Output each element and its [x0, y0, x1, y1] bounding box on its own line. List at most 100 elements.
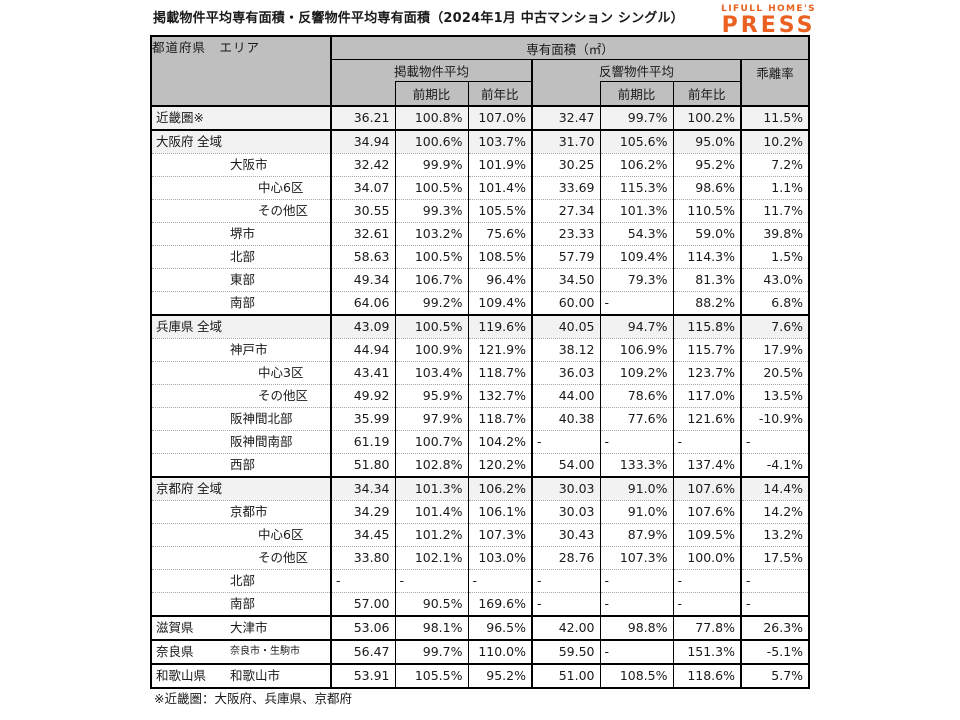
value-cell: 121.6% [673, 407, 742, 431]
value-cell: 101.3% [395, 476, 469, 501]
area-label: 北部 [230, 249, 256, 264]
table-row: 滋賀県 大津市 53.06 98.1% 96.5% 42.00 98.8% 77.8% 26.3… [150, 615, 811, 640]
table-row: 神戸市 44.94 100.9% 121.9% 38.12 106.9% 115.7% 17.… [150, 338, 811, 362]
area-label: 大阪市 [230, 157, 268, 172]
value-cell: 17.9% [741, 338, 811, 362]
table-row: その他区 30.55 99.3% 105.5% 27.34 101.3% 110.5% 11.… [150, 199, 811, 223]
row-label-cell: その他区 [150, 199, 332, 223]
page-title: 掲載物件平均専有面積・反響物件平均専有面積（2024年1月 中古マンション シン… [153, 11, 684, 26]
area-label: 阪神間北部 [230, 411, 293, 426]
area-label: 和歌山市 [230, 668, 281, 683]
value-cell: 100.5% [395, 176, 469, 200]
row-label-cell: 和歌山県 和歌山市 [150, 663, 332, 689]
table-row: その他区 33.80 102.1% 103.0% 28.76 107.3% 100.0% 17… [150, 546, 811, 570]
group-header-response-average: 反響物件平均 [532, 59, 742, 82]
row-label-cell: 滋賀県 大津市 [150, 615, 332, 640]
prefecture-label: 滋賀県 [156, 620, 194, 635]
value-cell: - [741, 569, 811, 593]
value-cell: 31.70 [532, 129, 601, 154]
value-cell: - [600, 639, 674, 664]
value-cell: 27.34 [532, 199, 601, 223]
sub-header-blank [331, 81, 396, 107]
logo-brand-text: LIFULL HOME'S [721, 4, 816, 14]
value-cell: 51.80 [331, 453, 396, 477]
row-label-cell: その他区 [150, 384, 332, 408]
value-cell: 14.4% [741, 476, 811, 501]
value-cell: - [741, 430, 811, 454]
value-cell: 42.00 [532, 615, 601, 640]
value-cell: 87.9% [600, 523, 674, 547]
row-label-cell: 阪神間北部 [150, 407, 332, 431]
value-cell: 90.5% [395, 592, 469, 616]
value-cell: 97.9% [395, 407, 469, 431]
row-label-cell: その他区 [150, 546, 332, 570]
prefecture-label: 兵庫県 [156, 319, 194, 334]
row-label-cell: 神戸市 [150, 338, 332, 362]
value-cell: 95.2% [673, 153, 742, 177]
value-cell: 77.8% [673, 615, 742, 640]
table-row: 和歌山県 和歌山市 53.91 105.5% 95.2% 51.00 108.5% 118.6… [150, 663, 811, 689]
area-label: 北部 [230, 573, 256, 588]
value-cell: 133.3% [600, 453, 674, 477]
value-cell: 108.5% [468, 245, 533, 269]
lifull-homes-press-logo: LIFULL HOME'S PRESS [721, 4, 816, 37]
value-cell: 107.3% [468, 523, 533, 547]
value-cell: 106.2% [468, 476, 533, 501]
value-cell: 96.4% [468, 268, 533, 292]
value-cell: 91.0% [600, 476, 674, 501]
value-cell: 43.0% [741, 268, 811, 292]
value-cell: 13.2% [741, 523, 811, 547]
value-cell: 13.5% [741, 384, 811, 408]
value-cell: 117.0% [673, 384, 742, 408]
value-cell: 38.12 [532, 338, 601, 362]
value-cell: 30.03 [532, 500, 601, 524]
value-cell: 115.3% [600, 176, 674, 200]
value-cell: 109.5% [673, 523, 742, 547]
value-cell: 109.4% [468, 291, 533, 315]
area-label: 東部 [230, 272, 256, 287]
value-cell: 23.33 [532, 222, 601, 246]
value-cell: 30.55 [331, 199, 396, 223]
table-row: 北部 - - - - - - - [150, 569, 811, 593]
value-cell: 75.6% [468, 222, 533, 246]
value-cell: 28.76 [532, 546, 601, 570]
table-row: 中心6区 34.45 101.2% 107.3% 30.43 87.9% 109.5% 13.… [150, 523, 811, 547]
value-cell: 107.0% [468, 105, 533, 130]
group-header-deviation-rate: 乖離率 [741, 59, 811, 107]
row-label-cell: 阪神間南部 [150, 430, 332, 454]
value-cell: 34.07 [331, 176, 396, 200]
value-cell: 40.38 [532, 407, 601, 431]
value-cell: 103.0% [468, 546, 533, 570]
value-cell: 95.9% [395, 384, 469, 408]
value-cell: 115.7% [673, 338, 742, 362]
area-label: 阪神間南部 [230, 434, 293, 449]
area-label: 西部 [230, 457, 256, 472]
row-label-cell: 東部 [150, 268, 332, 292]
value-cell: 118.7% [468, 407, 533, 431]
value-cell: 99.9% [395, 153, 469, 177]
value-cell: - [741, 592, 811, 616]
value-cell: 103.7% [468, 129, 533, 154]
value-cell: 101.9% [468, 153, 533, 177]
value-cell: 169.6% [468, 592, 533, 616]
value-cell: 106.1% [468, 500, 533, 524]
value-cell: -10.9% [741, 407, 811, 431]
area-label: 京都市 [230, 504, 268, 519]
table-row: 大阪府 全域 34.94 100.6% 103.7% 31.70 105.6% 95.0% 10… [150, 129, 811, 154]
value-cell: 121.9% [468, 338, 533, 362]
value-cell: 107.6% [673, 500, 742, 524]
value-cell: 98.1% [395, 615, 469, 640]
table-row: その他区 49.92 95.9% 132.7% 44.00 78.6% 117.0% 13.5… [150, 384, 811, 408]
value-cell: 100.8% [395, 105, 469, 130]
value-cell: 56.47 [331, 639, 396, 664]
value-cell: 54.00 [532, 453, 601, 477]
table-row: 堺市 32.61 103.2% 75.6% 23.33 54.3% 59.0% 39.8% [150, 222, 811, 246]
header-row-1: 都道府県 エリア 専有面積（㎡） [150, 35, 811, 107]
row-label-cell: 奈良県 奈良市・生駒市 [150, 639, 332, 664]
value-cell: 32.61 [331, 222, 396, 246]
value-cell: 17.5% [741, 546, 811, 570]
value-cell: 39.8% [741, 222, 811, 246]
value-cell: 100.0% [673, 546, 742, 570]
value-cell: 34.34 [331, 476, 396, 501]
table-row: 北部 58.63 100.5% 108.5% 57.79 109.4% 114.3% 1.5% [150, 245, 811, 269]
